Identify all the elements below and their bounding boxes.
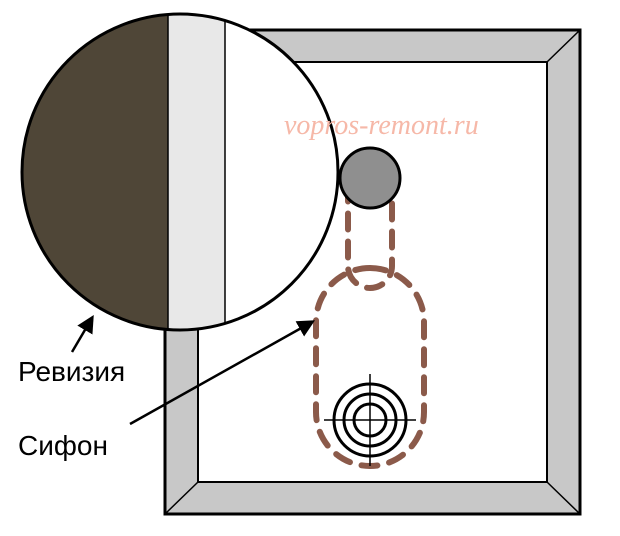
watermark-text: vopros-remont.ru xyxy=(284,110,479,142)
label-siphon: Сифон xyxy=(18,430,108,462)
diagram-stage: { "canvas":{"w":620,"h":536,"bg":"#fffff… xyxy=(0,0,620,536)
label-revision: Ревизия xyxy=(18,356,125,388)
